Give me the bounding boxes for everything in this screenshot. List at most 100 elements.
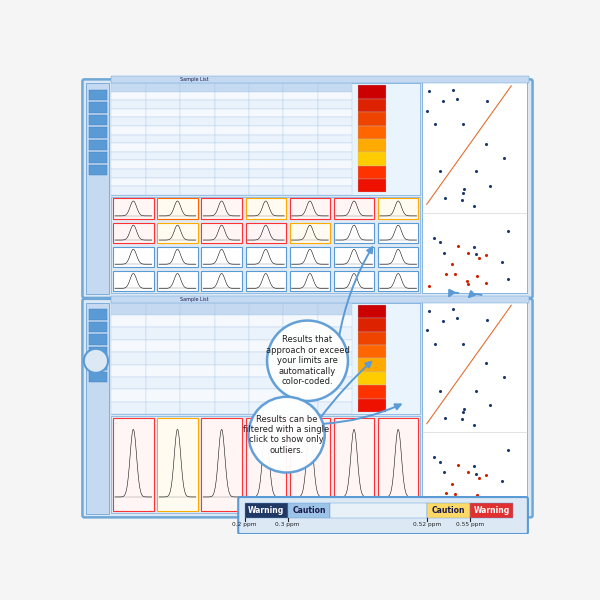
Bar — [334, 418, 374, 511]
Bar — [457, 302, 492, 315]
Bar — [113, 247, 154, 267]
Bar — [283, 352, 318, 365]
Bar — [146, 169, 180, 178]
Bar — [283, 118, 318, 126]
Bar — [318, 134, 352, 143]
Bar — [492, 83, 527, 92]
Bar — [358, 332, 386, 345]
Point — [475, 254, 484, 263]
Bar — [457, 109, 492, 118]
Bar — [111, 352, 146, 365]
Bar — [290, 418, 330, 511]
Point — [430, 339, 440, 349]
Bar — [157, 223, 197, 243]
Bar — [290, 271, 330, 292]
Bar — [422, 109, 457, 118]
Bar — [318, 328, 352, 340]
Bar — [249, 377, 283, 389]
Point — [424, 86, 434, 96]
Bar — [492, 186, 527, 195]
Bar — [245, 271, 286, 292]
Bar — [249, 134, 283, 143]
Bar — [157, 418, 197, 511]
Bar — [422, 83, 457, 92]
Bar — [180, 389, 215, 402]
Bar — [180, 302, 215, 315]
Bar — [111, 134, 146, 143]
Point — [499, 153, 509, 163]
Bar — [249, 315, 283, 328]
Bar — [180, 134, 215, 143]
Bar — [249, 402, 283, 414]
Bar — [283, 377, 318, 389]
Bar — [180, 178, 215, 186]
Bar — [111, 118, 146, 126]
Bar — [215, 315, 249, 328]
Point — [481, 359, 490, 368]
Point — [454, 460, 463, 470]
Bar — [422, 178, 457, 186]
Bar — [457, 402, 492, 414]
Bar — [249, 118, 283, 126]
Bar — [111, 152, 146, 160]
Bar — [318, 402, 352, 414]
Bar — [457, 134, 492, 143]
Point — [454, 241, 463, 250]
Bar — [89, 127, 107, 137]
Bar — [111, 169, 146, 178]
Bar — [113, 271, 154, 292]
Bar — [358, 372, 386, 385]
Bar — [283, 365, 318, 377]
Bar — [146, 109, 180, 118]
Bar — [283, 178, 318, 186]
Bar — [180, 160, 215, 169]
Bar — [215, 169, 249, 178]
Bar — [358, 166, 386, 179]
Circle shape — [84, 349, 108, 373]
Point — [452, 94, 462, 104]
Bar — [457, 365, 492, 377]
Text: 0.3 ppm: 0.3 ppm — [275, 523, 300, 527]
FancyBboxPatch shape — [238, 497, 528, 534]
Bar — [331, 503, 427, 518]
Text: Caution: Caution — [292, 506, 326, 515]
Bar — [111, 377, 146, 389]
Bar — [111, 302, 146, 315]
Point — [430, 119, 440, 129]
Bar — [492, 134, 527, 143]
Bar — [318, 186, 352, 195]
Bar — [180, 152, 215, 160]
Text: Warning: Warning — [248, 506, 284, 515]
Bar — [283, 143, 318, 152]
Bar — [249, 186, 283, 195]
Bar — [89, 372, 107, 382]
Bar — [290, 247, 330, 267]
Bar — [180, 377, 215, 389]
Point — [448, 85, 458, 95]
Bar — [249, 169, 283, 178]
Point — [452, 314, 462, 323]
Bar — [111, 186, 146, 195]
Bar — [249, 340, 283, 352]
Point — [448, 260, 457, 269]
Bar — [492, 328, 527, 340]
Bar — [180, 340, 215, 352]
Bar — [492, 118, 527, 126]
Bar — [492, 315, 527, 328]
Bar — [318, 315, 352, 328]
Point — [471, 250, 481, 259]
Bar — [378, 418, 418, 511]
Bar — [492, 302, 527, 315]
Bar — [422, 100, 457, 109]
Bar — [358, 125, 386, 139]
Point — [473, 490, 482, 500]
Circle shape — [267, 320, 348, 401]
Bar — [318, 352, 352, 365]
Bar — [111, 109, 146, 118]
Bar — [422, 301, 527, 513]
Point — [462, 496, 472, 506]
Point — [440, 248, 449, 257]
Bar — [283, 389, 318, 402]
Bar — [283, 152, 318, 160]
Bar — [215, 92, 249, 100]
